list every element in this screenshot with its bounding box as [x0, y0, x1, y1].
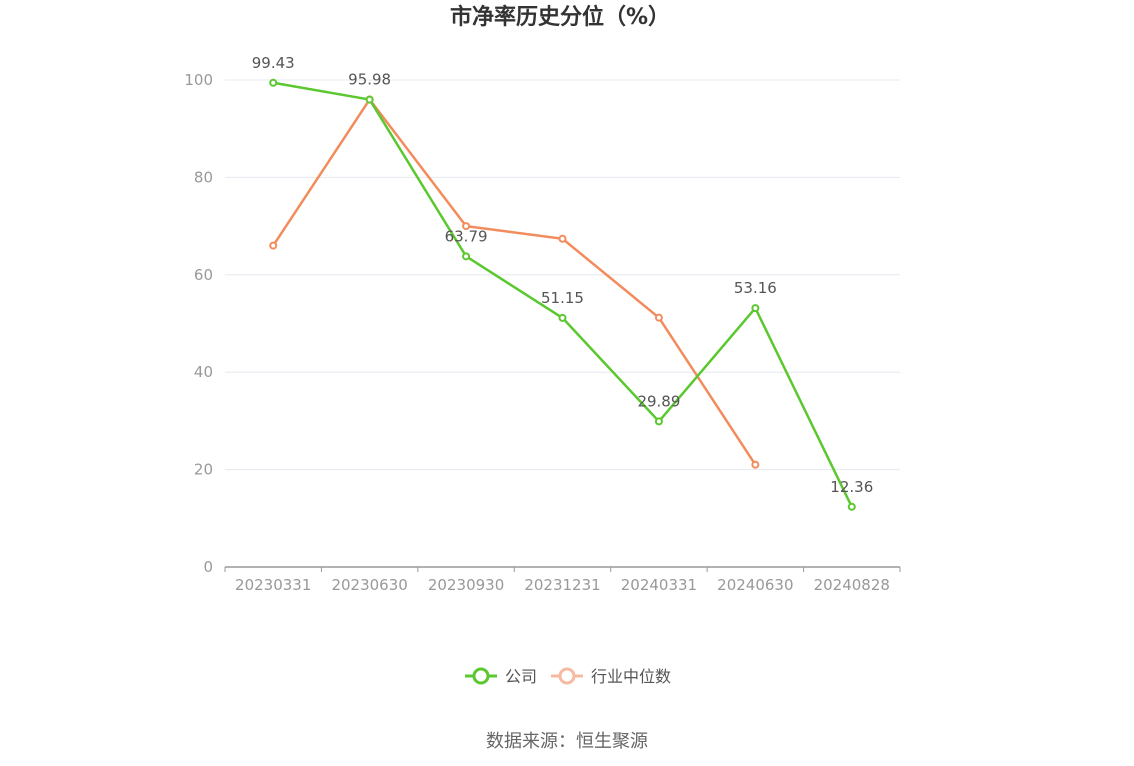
legend-item-company[interactable]: 公司 [465, 667, 537, 686]
data-point[interactable] [462, 252, 471, 261]
y-tick-label: 80 [194, 168, 213, 186]
legend-label: 行业中位数 [591, 667, 671, 686]
y-tick-label: 60 [194, 266, 213, 284]
data-point[interactable] [654, 417, 663, 426]
x-axis-ticks: 20230331 20230630 20230930 20231231 20240331… [224, 567, 901, 594]
x-tick-label: 20230630 [331, 576, 407, 594]
legend-marker-icon [558, 667, 576, 685]
data-label: 53.16 [734, 279, 777, 297]
y-tick-label: 0 [203, 558, 213, 576]
series-line [272, 98, 757, 466]
data-point[interactable] [847, 502, 856, 511]
data-label: 99.43 [252, 54, 295, 72]
y-axis-ticks: 0 20 40 60 80 100 [184, 71, 213, 576]
chart-title: 市净率历史分位（%） [450, 4, 670, 30]
data-label: 51.15 [541, 289, 584, 307]
data-point[interactable] [751, 304, 760, 313]
series-layer: 99.43 95.98 63.79 51.15 29.89 53.16 12.36 [252, 54, 873, 511]
data-point[interactable] [751, 460, 760, 469]
legend-label: 公司 [505, 667, 537, 686]
legend-item-industry-median[interactable]: 行业中位数 [551, 667, 671, 686]
x-tick-label: 20231231 [524, 576, 600, 594]
x-tick-label: 20230930 [428, 576, 504, 594]
x-tick-label: 20240828 [814, 576, 890, 594]
y-tick-label: 40 [194, 363, 213, 381]
y-tick-label: 20 [194, 461, 213, 479]
data-label: 95.98 [348, 71, 391, 89]
data-point[interactable] [558, 234, 567, 243]
data-point[interactable] [269, 241, 278, 250]
data-point[interactable] [558, 313, 567, 322]
data-point[interactable] [269, 78, 278, 87]
data-label: 29.89 [637, 392, 680, 410]
series-company: 99.43 95.98 63.79 51.15 29.89 53.16 12.36 [252, 54, 873, 511]
legend-marker-icon [472, 667, 490, 685]
data-point[interactable] [365, 95, 374, 104]
series-industry-median [269, 95, 760, 469]
grid-lines [225, 79, 900, 471]
source-text: 数据来源：恒生聚源 [486, 731, 648, 752]
data-label: 63.79 [445, 227, 488, 245]
data-point[interactable] [654, 313, 663, 322]
x-tick-label: 20230331 [235, 576, 311, 594]
x-tick-label: 20240630 [717, 576, 793, 594]
data-point[interactable] [462, 222, 471, 231]
legend[interactable]: 公司 行业中位数 [465, 667, 671, 686]
data-label: 12.36 [830, 478, 873, 496]
x-tick-label: 20240331 [621, 576, 697, 594]
y-tick-label: 100 [184, 71, 213, 89]
